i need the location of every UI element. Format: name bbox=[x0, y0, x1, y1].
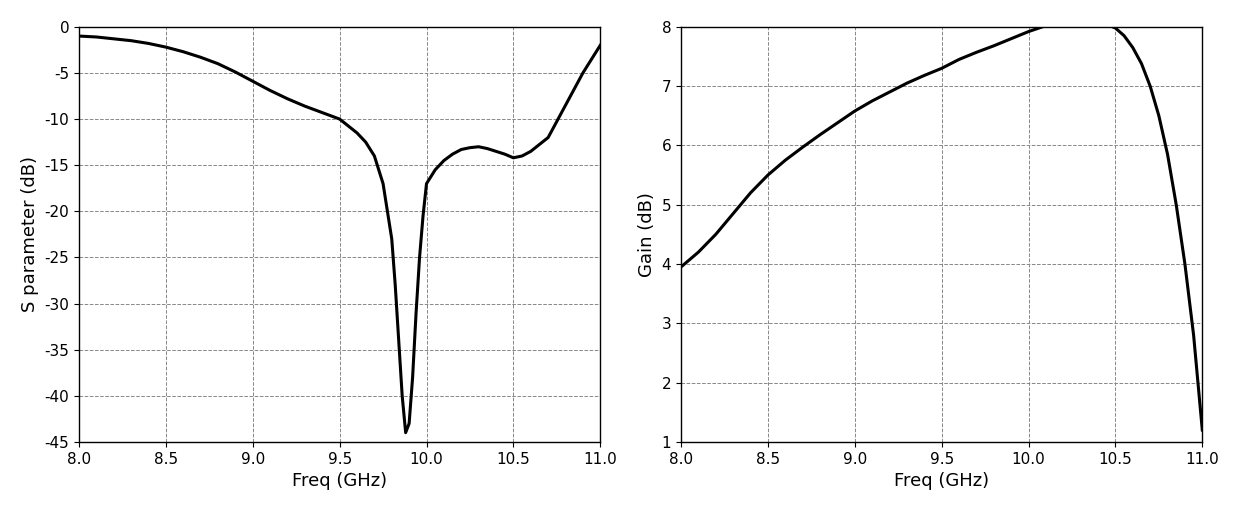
X-axis label: Freq (GHz): Freq (GHz) bbox=[293, 472, 387, 490]
Y-axis label: S parameter (dB): S parameter (dB) bbox=[21, 156, 38, 312]
X-axis label: Freq (GHz): Freq (GHz) bbox=[894, 472, 990, 490]
Y-axis label: Gain (dB): Gain (dB) bbox=[637, 192, 656, 277]
